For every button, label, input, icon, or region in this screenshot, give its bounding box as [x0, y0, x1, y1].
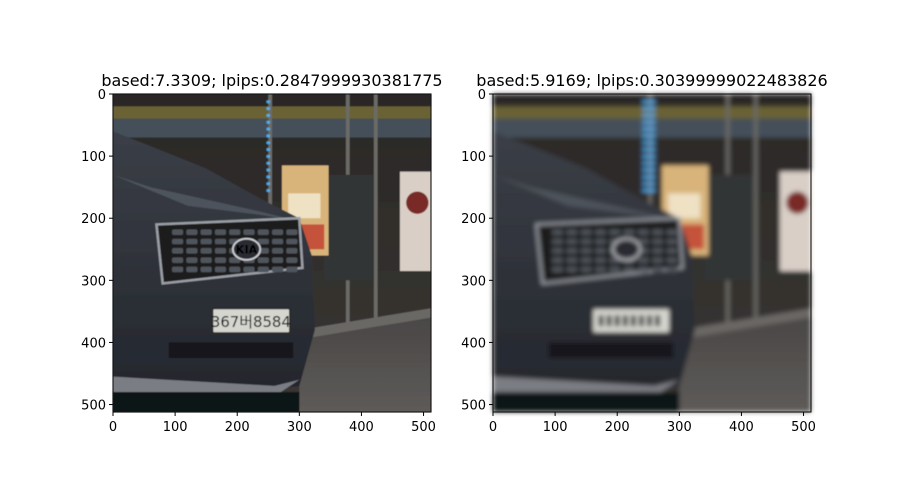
- x-tick-label: 200: [605, 420, 630, 435]
- pavement: [679, 317, 811, 412]
- blue-light-strip: [266, 100, 271, 193]
- x-tick-label: 400: [349, 420, 374, 435]
- shelf: [324, 174, 374, 281]
- x-tick-label: 0: [489, 420, 497, 435]
- left-axes-frame: [112, 93, 432, 413]
- side-poster-graphic: [786, 191, 809, 214]
- x-tick-label: 0: [109, 420, 117, 435]
- right-panel: based:5.9169; lpips:0.30399999022483826 …: [461, 71, 828, 435]
- curb: [679, 308, 811, 340]
- window-frame: [753, 94, 758, 337]
- side-poster: [399, 171, 431, 272]
- y-tick-label: 400: [81, 336, 106, 351]
- x-tick-label: 100: [543, 420, 568, 435]
- bumper-lip: [113, 376, 300, 393]
- poster-panel: [668, 193, 701, 219]
- lower-vent: [548, 342, 674, 358]
- license-plate: [211, 307, 291, 335]
- y-tick-label: 300: [81, 274, 106, 289]
- x-tick-label: 100: [163, 420, 188, 435]
- left-panel: based:7.3309; lpips:0.2847999930381775 K…: [81, 71, 442, 435]
- car-shadow: [493, 392, 680, 412]
- shelf: [704, 174, 754, 281]
- logo-text: KIA: [236, 244, 258, 257]
- pavement: [299, 317, 431, 412]
- car-shadow: [113, 392, 300, 412]
- curb: [299, 308, 431, 340]
- license-plate-smudge: [598, 315, 661, 327]
- poster-panel: [288, 193, 321, 219]
- right-axes-frame: [492, 93, 812, 413]
- y-tick-label: 500: [81, 399, 106, 414]
- y-tick-label: 200: [81, 212, 106, 227]
- left-x-axis: 0 100 200 300 400 500: [109, 412, 436, 435]
- y-tick-label: 300: [461, 274, 486, 289]
- y-tick-label: 400: [461, 336, 486, 351]
- x-tick-label: 300: [287, 420, 312, 435]
- side-poster: [779, 171, 811, 272]
- lower-vent: [168, 342, 294, 358]
- x-tick-label: 300: [667, 420, 692, 435]
- x-tick-label: 400: [729, 420, 754, 435]
- right-image: [493, 94, 811, 412]
- hood-highlight: [113, 174, 300, 222]
- left-image: KIA 367버8584: [113, 94, 431, 412]
- blue-light-strip: [642, 100, 656, 193]
- logo-emblem: [231, 237, 262, 261]
- x-tick-label: 500: [791, 420, 816, 435]
- right-y-axis: 0 100 200 300 400 500: [461, 88, 493, 414]
- side-poster-graphic: [406, 191, 429, 214]
- right-x-axis: 0 100 200 300 400 500: [489, 412, 816, 435]
- y-tick-label: 100: [81, 150, 106, 165]
- y-tick-label: 500: [461, 399, 486, 414]
- left-panel-title: based:7.3309; lpips:0.2847999930381775: [101, 71, 442, 90]
- y-tick-label: 100: [461, 150, 486, 165]
- x-tick-label: 200: [225, 420, 250, 435]
- logo-emblem: [611, 237, 642, 261]
- y-tick-label: 0: [478, 88, 486, 103]
- x-tick-label: 500: [411, 420, 436, 435]
- window-frame: [373, 94, 378, 337]
- right-panel-title: based:5.9169; lpips:0.30399999022483826: [476, 71, 827, 90]
- hood-highlight: [493, 174, 680, 222]
- bumper-lip: [493, 376, 680, 393]
- y-tick-label: 0: [98, 88, 106, 103]
- license-plate-text: 367버8584: [211, 313, 291, 331]
- left-y-axis: 0 100 200 300 400 500: [81, 88, 113, 414]
- y-tick-label: 200: [461, 212, 486, 227]
